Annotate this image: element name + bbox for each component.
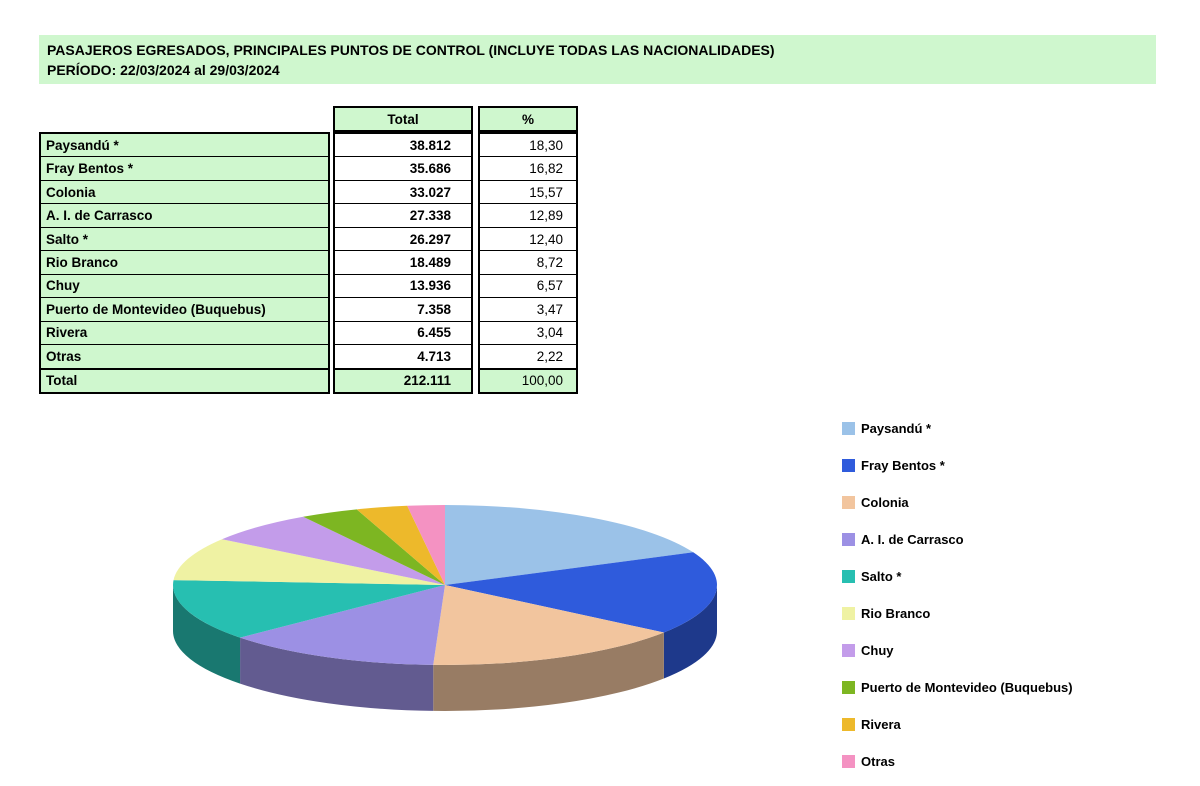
legend-label-paysandu: Paysandú *: [861, 420, 932, 436]
pie-slice-paysandu: [445, 505, 694, 585]
legend-item-colonia: Colonia: [842, 494, 1073, 510]
legend-swatch-icon: [842, 606, 855, 620]
table-cell-percent-otras: 2,22: [480, 344, 576, 367]
pie-slice-puerto-de-montevideo-buquebus: [303, 509, 445, 585]
legend-item-rio-branco: Rio Branco: [842, 605, 1073, 621]
legend-item-a-i-de-carrasco: A. I. de Carrasco: [842, 531, 1073, 547]
legend-label-fray-bentos: Fray Bentos *: [861, 457, 945, 473]
table-cell-percent-rivera: 3,04: [480, 320, 576, 344]
legend-swatch-icon: [842, 569, 855, 583]
legend-label-otras: Otras: [861, 753, 895, 769]
report-header: PASAJEROS EGRESADOS, PRINCIPALES PUNTOS …: [39, 35, 1156, 84]
legend-swatch-icon: [842, 532, 855, 546]
legend-item-paysandu: Paysandú *: [842, 420, 1073, 436]
table-cell-label-chuy: Chuy: [41, 273, 328, 297]
legend-swatch-icon: [842, 458, 855, 472]
table-cell-label-otras: Otras: [41, 344, 328, 367]
table-cell-label-puerto-de-montevideo-buquebus: Puerto de Montevideo (Buquebus): [41, 297, 328, 320]
pie-slice-fray-bentos: [445, 552, 717, 633]
column-header-percent: %: [478, 106, 578, 132]
pie-chart-canvas: [173, 505, 717, 711]
legend-item-salto: Salto *: [842, 568, 1073, 584]
table-cell-label-salto: Salto *: [41, 226, 328, 250]
table-cell-total-otras: 4.713: [335, 344, 471, 367]
table-label-column: Paysandú * Fray Bentos * Colonia A. I. de C…: [39, 132, 330, 394]
table-cell-percent-colonia: 15,57: [480, 179, 576, 203]
pie-slice-rio-branco: [173, 539, 445, 585]
report-period: PERÍODO: 22/03/2024 al 29/03/2024: [47, 62, 280, 78]
table-cell-label-rivera: Rivera: [41, 320, 328, 344]
legend-label-puerto-de-montevideo-buquebus: Puerto de Montevideo (Buquebus): [861, 679, 1073, 695]
pie-slice-salto: [173, 580, 445, 638]
table-cell-percent-puerto-de-montevideo-buquebus: 3,47: [480, 297, 576, 320]
table-cell-label-fray-bentos: Fray Bentos *: [41, 156, 328, 179]
table-cell-percent-salto: 12,40: [480, 226, 576, 250]
pie-chart: [165, 470, 735, 740]
table-cell-percent-chuy: 6,57: [480, 273, 576, 297]
legend-item-fray-bentos: Fray Bentos *: [842, 457, 1073, 473]
pie-slice-side-colonia: [433, 632, 664, 711]
legend-item-puerto-de-montevideo-buquebus: Puerto de Montevideo (Buquebus): [842, 679, 1073, 695]
table-cell-total-chuy: 13.936: [335, 273, 471, 297]
legend-item-chuy: Chuy: [842, 642, 1073, 658]
table-cell-label-colonia: Colonia: [41, 179, 328, 203]
legend-swatch-icon: [842, 421, 855, 435]
table-cell-label-a-i-de-carrasco: A. I. de Carrasco: [41, 203, 328, 226]
pie-slice-colonia: [433, 585, 664, 665]
column-header-total: Total: [333, 106, 473, 132]
legend-label-a-i-de-carrasco: A. I. de Carrasco: [861, 531, 964, 547]
pie-slice-side-salto: [173, 585, 241, 684]
table-cell-total-rio-branco: 18.489: [335, 250, 471, 273]
legend-swatch-icon: [842, 680, 855, 694]
legend-item-otras: Otras: [842, 753, 1073, 769]
legend-item-rivera: Rivera: [842, 716, 1073, 732]
table-cell-label-rio-branco: Rio Branco: [41, 250, 328, 273]
table-cell-total-colonia: 33.027: [335, 179, 471, 203]
table-cell-percent-rio-branco: 8,72: [480, 250, 576, 273]
table-percent-column: 18,30 16,82 15,57 12,89 12,40 8,72 6,57 3,47 3,0…: [478, 132, 578, 394]
table-cell-total-fray-bentos: 35.686: [335, 156, 471, 179]
table-cell-total-total: 212.111: [335, 367, 471, 392]
legend-label-chuy: Chuy: [861, 642, 894, 658]
pie-slice-a-i-de-carrasco: [240, 585, 445, 665]
legend-swatch-icon: [842, 643, 855, 657]
pie-slice-rivera: [356, 505, 445, 585]
legend-label-rivera: Rivera: [861, 716, 901, 732]
table-cell-total-salto: 26.297: [335, 226, 471, 250]
legend-swatch-icon: [842, 717, 855, 731]
legend-label-colonia: Colonia: [861, 494, 909, 510]
table-cell-label-paysandu: Paysandú *: [46, 137, 119, 153]
legend-label-salto: Salto *: [861, 568, 902, 584]
table-cell-total-a-i-de-carrasco: 27.338: [335, 203, 471, 226]
table-cell-total-paysandu: 38.812: [409, 137, 451, 153]
report-title: PASAJEROS EGRESADOS, PRINCIPALES PUNTOS …: [47, 42, 775, 58]
legend-swatch-icon: [842, 495, 855, 509]
table-cell-percent-total: 100,00: [480, 367, 576, 392]
table-cell-total-puerto-de-montevideo-buquebus: 7.358: [335, 297, 471, 320]
table-cell-percent-fray-bentos: 16,82: [480, 156, 576, 179]
table-cell-label-total: Total: [41, 367, 328, 392]
table-cell-percent-a-i-de-carrasco: 12,89: [480, 203, 576, 226]
legend-swatch-icon: [842, 754, 855, 768]
pie-slice-otras: [407, 505, 445, 585]
table-total-column: 38.812 35.686 33.027 27.338 26.297 18.489 13.9…: [333, 132, 473, 394]
pie-slice-side-a-i-de-carrasco: [240, 637, 434, 711]
chart-legend: Paysandú * Fray Bentos * Colonia A. I. de C…: [842, 420, 1073, 769]
pie-slice-chuy: [221, 516, 445, 585]
legend-label-rio-branco: Rio Branco: [861, 605, 931, 621]
table-cell-total-rivera: 6.455: [335, 320, 471, 344]
table-cell-percent-paysandu: 18,30: [529, 137, 563, 153]
pie-slice-side-fray-bentos: [663, 585, 717, 679]
